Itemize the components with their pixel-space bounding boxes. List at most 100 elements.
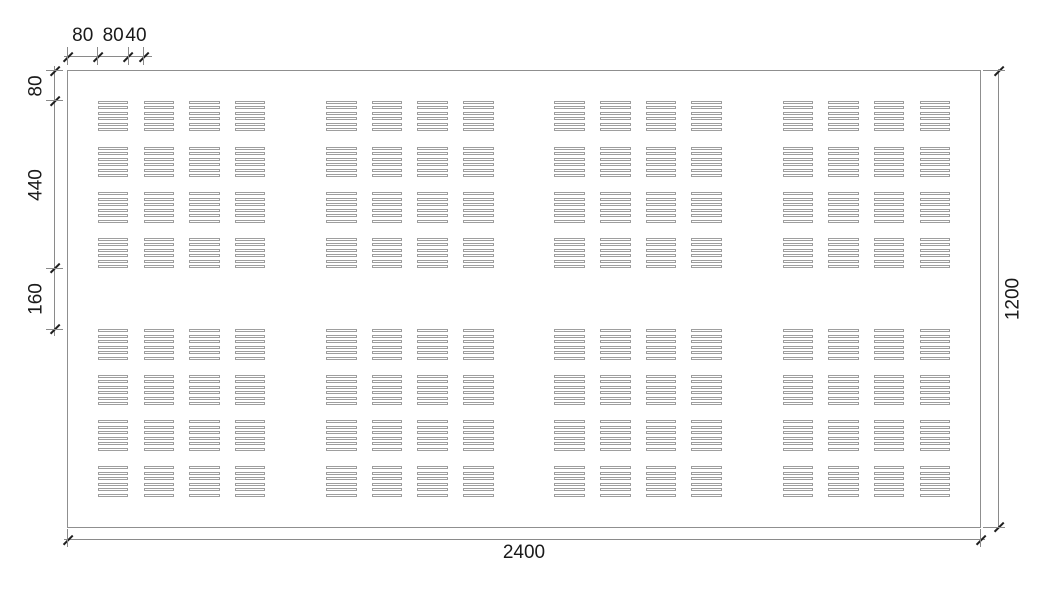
slot — [919, 128, 951, 132]
slot — [417, 157, 448, 161]
slot — [463, 163, 494, 167]
slot-group — [919, 420, 951, 451]
slot — [371, 402, 403, 406]
slot-group — [828, 374, 859, 406]
slot-group — [417, 466, 448, 497]
slot — [782, 157, 814, 161]
slot — [828, 128, 859, 132]
dimension-line — [998, 68, 999, 529]
slot-group — [463, 466, 494, 497]
slot-group — [143, 420, 174, 451]
extension-line — [46, 328, 63, 330]
slot — [97, 466, 129, 470]
slot-group — [645, 329, 677, 360]
slot — [782, 391, 814, 395]
slot — [143, 100, 174, 104]
slot — [189, 493, 220, 497]
slot — [782, 488, 814, 492]
slot — [371, 425, 403, 429]
slot — [463, 442, 494, 446]
slot-group — [782, 100, 814, 132]
slot — [417, 391, 448, 395]
slot — [873, 168, 905, 172]
slot — [371, 168, 403, 172]
slot — [600, 128, 631, 132]
slot — [326, 420, 357, 424]
slot — [326, 466, 357, 470]
slot — [782, 340, 814, 344]
slot — [143, 385, 174, 389]
slot — [782, 466, 814, 470]
slot — [417, 203, 448, 207]
slot — [326, 248, 357, 252]
slot — [873, 340, 905, 344]
slot — [600, 219, 631, 223]
slot — [143, 237, 174, 241]
slot — [782, 106, 814, 110]
slot — [189, 334, 220, 338]
slot — [371, 163, 403, 167]
slot — [919, 477, 951, 481]
slot — [463, 128, 494, 132]
slot — [828, 163, 859, 167]
slot — [691, 106, 722, 110]
slot — [554, 477, 585, 481]
slot — [600, 117, 631, 121]
slot — [143, 351, 174, 355]
slot — [326, 237, 357, 241]
slot — [463, 219, 494, 223]
slot — [371, 493, 403, 497]
slot — [645, 259, 677, 263]
slot — [645, 122, 677, 126]
slot — [189, 385, 220, 389]
slot — [691, 174, 722, 177]
slot — [554, 436, 585, 440]
slot — [691, 477, 722, 481]
slot — [828, 345, 859, 349]
slot — [189, 356, 220, 360]
slot — [919, 117, 951, 121]
slot — [463, 334, 494, 338]
slot — [600, 477, 631, 481]
slot — [326, 356, 357, 360]
slot — [600, 396, 631, 400]
slot — [919, 402, 951, 406]
slot — [371, 265, 403, 269]
slot — [645, 128, 677, 132]
extension-line — [983, 526, 1005, 528]
dim-label-left-0: 80 — [25, 75, 47, 97]
slot — [782, 208, 814, 212]
slot — [554, 442, 585, 446]
slot-group — [873, 466, 905, 497]
slot — [782, 385, 814, 389]
slot — [554, 351, 585, 355]
slot — [371, 117, 403, 121]
slot — [554, 111, 585, 115]
slot — [371, 203, 403, 207]
slot — [371, 466, 403, 470]
slot — [97, 493, 129, 497]
slot — [371, 482, 403, 486]
slot — [234, 482, 266, 486]
slot — [97, 106, 129, 110]
slot — [417, 174, 448, 177]
slot — [782, 447, 814, 451]
slot — [97, 237, 129, 241]
slot — [873, 402, 905, 406]
slot — [554, 208, 585, 212]
slot — [600, 197, 631, 201]
slot — [417, 219, 448, 223]
slot — [919, 100, 951, 104]
slot-group — [919, 100, 951, 132]
slot — [189, 431, 220, 435]
slot — [828, 117, 859, 121]
slot-group — [782, 420, 814, 451]
slot — [554, 265, 585, 269]
slot-group — [417, 100, 448, 132]
slot — [371, 111, 403, 115]
slot — [189, 402, 220, 406]
slot — [234, 265, 266, 269]
slot-group — [645, 420, 677, 451]
slot-group — [645, 100, 677, 132]
slot — [919, 436, 951, 440]
